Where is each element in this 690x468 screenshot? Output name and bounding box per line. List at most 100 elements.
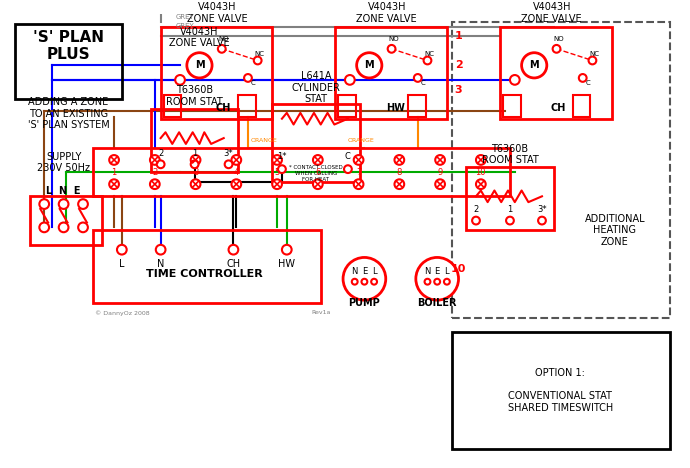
- Circle shape: [424, 57, 431, 65]
- Text: V4043H
ZONE VALVE: V4043H ZONE VALVE: [186, 2, 247, 23]
- Text: C: C: [421, 80, 426, 86]
- Text: V4043H
ZONE VALVE: V4043H ZONE VALVE: [357, 2, 417, 23]
- Text: © DannyOz 2008: © DannyOz 2008: [95, 310, 149, 315]
- Text: 4: 4: [234, 168, 239, 176]
- Circle shape: [522, 53, 546, 78]
- Circle shape: [395, 179, 404, 189]
- Circle shape: [344, 165, 352, 173]
- Text: M: M: [364, 60, 374, 70]
- Circle shape: [343, 257, 386, 300]
- Circle shape: [345, 75, 355, 85]
- Text: N: N: [351, 267, 358, 276]
- Circle shape: [395, 155, 404, 165]
- Circle shape: [589, 57, 596, 65]
- Text: L641A
CYLINDER
STAT: L641A CYLINDER STAT: [291, 71, 340, 104]
- Text: N: N: [424, 267, 431, 276]
- Circle shape: [254, 57, 262, 65]
- Text: C: C: [251, 80, 255, 86]
- Circle shape: [156, 245, 166, 255]
- Text: NC: NC: [255, 51, 265, 57]
- Text: 10: 10: [475, 168, 486, 176]
- Text: 1: 1: [192, 148, 197, 158]
- Circle shape: [357, 53, 382, 78]
- Circle shape: [150, 179, 159, 189]
- Circle shape: [476, 155, 486, 165]
- Text: C: C: [586, 80, 591, 86]
- Text: 6: 6: [315, 168, 321, 176]
- Circle shape: [150, 155, 159, 165]
- Text: HW: HW: [386, 103, 404, 113]
- Circle shape: [282, 245, 292, 255]
- Text: L: L: [119, 259, 125, 269]
- Text: V4043H
ZONE VALVE: V4043H ZONE VALVE: [169, 27, 230, 48]
- Text: 2: 2: [473, 205, 479, 214]
- Text: 2: 2: [455, 60, 462, 70]
- Circle shape: [175, 75, 185, 85]
- Text: 5: 5: [275, 168, 279, 176]
- Text: NO: NO: [388, 36, 400, 42]
- Text: ADDITIONAL
HEATING
ZONE: ADDITIONAL HEATING ZONE: [584, 214, 645, 247]
- Circle shape: [228, 245, 238, 255]
- Circle shape: [231, 179, 241, 189]
- Circle shape: [538, 217, 546, 225]
- Circle shape: [313, 155, 323, 165]
- Text: 3*: 3*: [224, 148, 233, 158]
- Text: E: E: [435, 267, 440, 276]
- Circle shape: [510, 75, 520, 85]
- Text: L  N  E: L N E: [46, 186, 81, 197]
- Text: ORANGE: ORANGE: [251, 138, 277, 143]
- Text: GREY: GREY: [175, 23, 194, 29]
- Text: PUMP: PUMP: [348, 298, 380, 308]
- Text: 2: 2: [152, 168, 157, 176]
- Text: 3*: 3*: [537, 205, 546, 214]
- Circle shape: [371, 279, 377, 285]
- Text: 1: 1: [507, 205, 513, 214]
- Circle shape: [218, 45, 226, 53]
- Text: 2: 2: [158, 148, 164, 158]
- Circle shape: [434, 279, 440, 285]
- Circle shape: [78, 222, 88, 232]
- Text: CH: CH: [551, 103, 566, 113]
- Circle shape: [109, 155, 119, 165]
- Circle shape: [472, 217, 480, 225]
- Text: ORANGE: ORANGE: [348, 138, 375, 143]
- Circle shape: [506, 217, 514, 225]
- Circle shape: [157, 161, 164, 168]
- Text: 'S' PLAN
PLUS: 'S' PLAN PLUS: [33, 30, 104, 62]
- Circle shape: [39, 199, 49, 209]
- Circle shape: [78, 199, 88, 209]
- Text: 1*: 1*: [277, 153, 286, 161]
- Text: CH: CH: [226, 259, 241, 269]
- Circle shape: [579, 74, 586, 82]
- Circle shape: [388, 45, 395, 53]
- Circle shape: [362, 279, 367, 285]
- Circle shape: [553, 45, 560, 53]
- Circle shape: [59, 222, 68, 232]
- Text: GREY: GREY: [175, 14, 194, 20]
- Text: M: M: [529, 60, 539, 70]
- Text: 10: 10: [451, 264, 466, 274]
- Text: L: L: [372, 267, 377, 276]
- Text: 8: 8: [397, 168, 402, 176]
- Circle shape: [352, 279, 357, 285]
- Text: NO: NO: [219, 36, 230, 42]
- Text: 1: 1: [112, 168, 117, 176]
- Circle shape: [273, 155, 282, 165]
- Circle shape: [354, 179, 364, 189]
- Text: * CONTACT CLOSED
WHEN CALLING
FOR HEAT: * CONTACT CLOSED WHEN CALLING FOR HEAT: [289, 165, 343, 182]
- Text: N: N: [157, 259, 164, 269]
- Circle shape: [59, 199, 68, 209]
- Circle shape: [109, 179, 119, 189]
- Text: Rev1a: Rev1a: [311, 310, 331, 315]
- Circle shape: [416, 257, 459, 300]
- Text: T6360B
ROOM STAT: T6360B ROOM STAT: [482, 144, 538, 165]
- Circle shape: [424, 279, 431, 285]
- Text: V4043H
ZONE VALVE: V4043H ZONE VALVE: [522, 2, 582, 23]
- Circle shape: [278, 165, 286, 173]
- Text: TIME CONTROLLER: TIME CONTROLLER: [146, 269, 263, 279]
- Circle shape: [190, 161, 199, 168]
- Circle shape: [190, 155, 200, 165]
- Circle shape: [117, 245, 127, 255]
- Circle shape: [476, 179, 486, 189]
- Text: 3: 3: [193, 168, 198, 176]
